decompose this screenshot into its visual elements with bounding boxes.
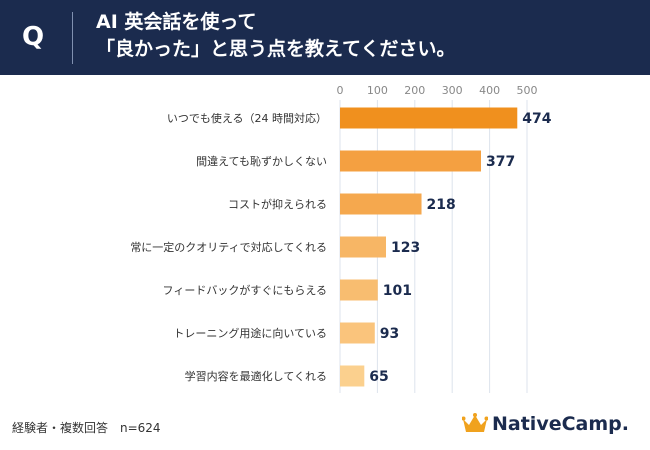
category-label-0: いつでも使える（24 時間対応） (167, 111, 327, 125)
question-mark-label: Q (22, 22, 45, 52)
x-tick-label-4: 400 (479, 84, 500, 97)
category-label-3: 常に一定のクオリティで対応してくれる (130, 240, 327, 254)
data-label-3: 123 (391, 240, 420, 256)
bar-5 (340, 322, 375, 344)
x-tick-label-1: 100 (367, 84, 388, 97)
category-label-4: フィードバックがすぐにもらえる (163, 283, 327, 297)
category-label-1: 間違えても恥ずかしくない (196, 155, 327, 168)
bar-chart: 0 100 200 300 400 500 いつでも使える（24 時間対応） 474 間違えても… (130, 84, 552, 393)
category-label-5: トレーニング用途に向いている (173, 326, 327, 340)
data-label-1: 377 (486, 154, 515, 170)
crown-icon (462, 413, 488, 432)
bar-1 (340, 150, 481, 172)
bar-6 (340, 365, 365, 387)
bar-0 (340, 107, 518, 129)
data-label-5: 93 (380, 326, 399, 342)
logo-text: NativeCamp. (492, 413, 629, 435)
nativecamp-logo: NativeCamp. (462, 410, 642, 440)
x-tick-label-0: 0 (337, 84, 344, 97)
data-label-4: 101 (383, 283, 412, 299)
sample-note: 経験者・複数回答 n=624 (12, 421, 161, 435)
data-label-2: 218 (427, 197, 456, 213)
data-label-6: 65 (369, 369, 388, 385)
title-line-2: 「良かった」と思う点を教えてください。 (96, 38, 456, 60)
bar-2 (340, 193, 422, 215)
x-tick-label-2: 200 (404, 84, 425, 97)
page-title: AI 英会話を使って 「良かった」と思う点を教えてください。 (96, 9, 455, 63)
header-divider (72, 12, 73, 64)
category-label-6: 学習内容を最適化してくれる (185, 369, 327, 383)
bar-3 (340, 236, 387, 258)
header-banner: Q AI 英会話を使って 「良かった」と思う点を教えてください。 (0, 0, 650, 75)
category-label-2: コストが抑えられる (228, 197, 327, 211)
title-line-1: AI 英会話を使って (96, 11, 257, 33)
bar-4 (340, 279, 378, 301)
x-tick-label-5: 500 (517, 84, 538, 97)
x-tick-label-3: 300 (442, 84, 463, 97)
data-label-0: 474 (522, 111, 551, 127)
